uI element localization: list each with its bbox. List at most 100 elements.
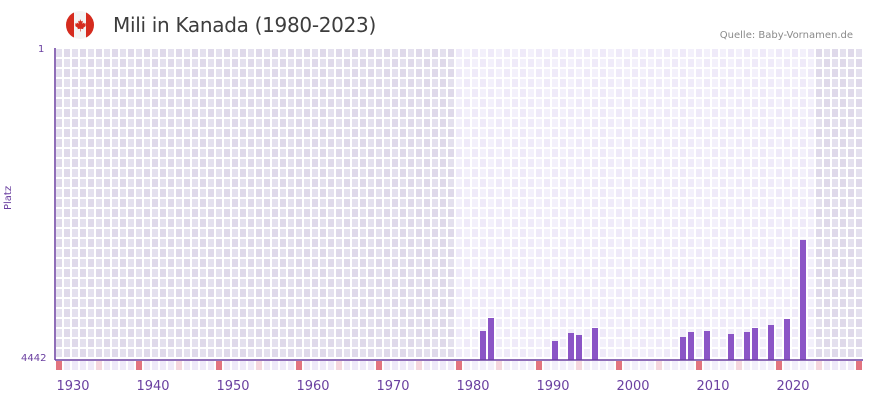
year-marker [688,361,694,370]
year-marker [128,361,134,370]
year-marker [384,361,390,370]
year-marker [328,361,334,370]
year-marker [576,361,582,370]
year-marker [64,361,70,370]
year-marker [400,361,406,370]
year-marker [720,361,726,370]
rank-bar [576,335,582,360]
rank-bar [488,318,494,360]
year-marker [608,361,614,370]
year-marker [584,361,590,370]
rank-bar [680,337,686,360]
year-marker [80,361,86,370]
year-marker [632,361,638,370]
year-marker [480,361,486,370]
canada-flag-icon [65,10,95,40]
year-marker [192,361,198,370]
year-marker [208,361,214,370]
year-marker [112,361,118,370]
year-marker [856,361,862,370]
year-marker [232,361,238,370]
rank-bar [688,332,694,360]
year-marker [520,361,526,370]
y-axis-top-label: 1 [38,44,45,55]
page-title: Mili in Kanada (1980-2023) [113,13,376,37]
year-marker [264,361,270,370]
year-marker [552,361,558,370]
x-tick-label: 2020 [776,379,809,394]
year-marker [496,361,502,370]
year-marker [304,361,310,370]
x-tick-label: 1930 [56,379,89,394]
year-marker [712,361,718,370]
year-marker [752,361,758,370]
x-tick-label: 1960 [296,379,329,394]
x-tick-label: 1990 [536,379,569,394]
year-marker [848,361,854,370]
year-marker [640,361,646,370]
year-marker [360,361,366,370]
year-marker [816,361,822,370]
rank-bar [752,328,758,360]
year-marker [840,361,846,370]
year-marker [240,361,246,370]
year-marker [648,361,654,370]
year-marker [464,361,470,370]
x-tick-label: 1980 [456,379,489,394]
year-marker [320,361,326,370]
year-marker [544,361,550,370]
year-marker [528,361,534,370]
year-marker [168,361,174,370]
year-marker [616,361,622,370]
year-marker [160,361,166,370]
year-marker [808,361,814,370]
year-marker [744,361,750,370]
year-marker [456,361,462,370]
year-marker [256,361,262,370]
year-marker [472,361,478,370]
year-marker [144,361,150,370]
year-marker [784,361,790,370]
year-marker [72,361,78,370]
year-marker [248,361,254,370]
year-marker [288,361,294,370]
year-marker [664,361,670,370]
year-marker [512,361,518,370]
year-marker [656,361,662,370]
year-marker [296,361,302,370]
rank-bar [704,331,710,360]
year-marker [832,361,838,370]
x-tick-label: 2000 [616,379,649,394]
rank-bar [784,319,790,360]
year-marker [56,361,62,370]
year-marker [312,361,318,370]
year-marker [176,361,182,370]
year-marker [336,361,342,370]
year-marker [280,361,286,370]
x-tick-label: 1950 [216,379,249,394]
year-marker [424,361,430,370]
year-marker [368,361,374,370]
rank-bar [744,332,750,360]
rank-bar [592,328,598,360]
year-marker [624,361,630,370]
rank-bar [768,325,774,360]
year-marker [560,361,566,370]
year-marker [344,361,350,370]
year-marker [800,361,806,370]
year-marker [488,361,494,370]
year-marker [224,361,230,370]
year-marker [152,361,158,370]
year-marker [728,361,734,370]
year-marker [592,361,598,370]
year-marker [768,361,774,370]
year-marker [392,361,398,370]
year-marker [600,361,606,370]
year-marker [184,361,190,370]
year-marker [96,361,102,370]
year-marker [736,361,742,370]
year-marker [440,361,446,370]
year-marker [568,361,574,370]
year-marker [824,361,830,370]
